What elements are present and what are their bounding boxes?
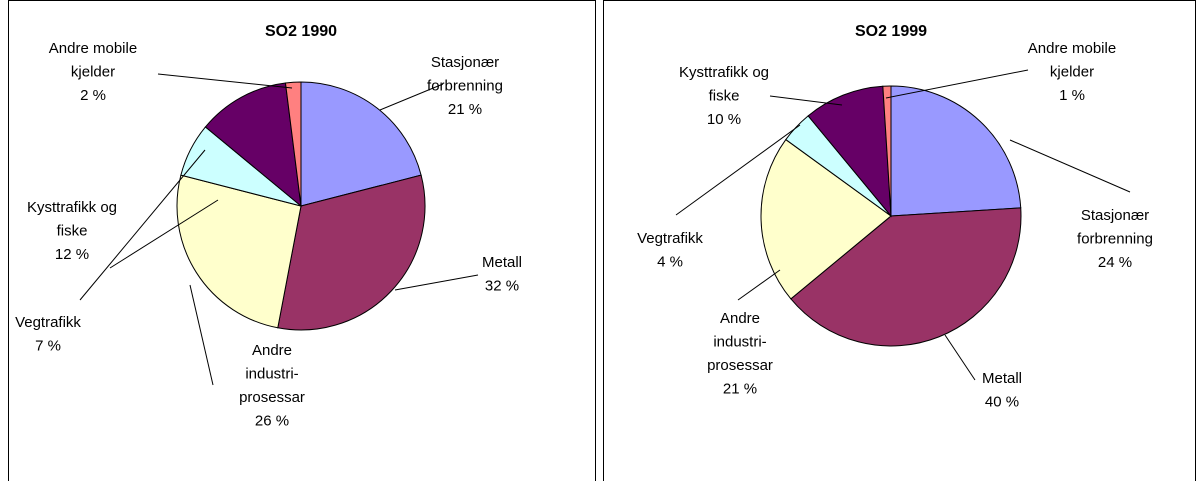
value-label: 7 % — [35, 338, 61, 355]
slice-label: Vegtrafikk — [637, 230, 703, 247]
value-label: 32 % — [485, 278, 519, 295]
value-label: 21 % — [723, 381, 757, 398]
value-label: 24 % — [1098, 254, 1132, 271]
pie-slice — [277, 174, 426, 331]
leader-line — [944, 334, 976, 381]
pie-slice — [176, 174, 302, 329]
slice-label: Andre mobile kjelder — [1028, 40, 1116, 81]
pie-slice — [890, 85, 1022, 217]
leader-line — [394, 274, 479, 291]
pie-slice — [284, 81, 302, 207]
pie-slice — [882, 85, 892, 217]
leader-line — [737, 269, 781, 301]
leader-line — [109, 199, 219, 269]
slice-label: Vegtrafikk — [15, 314, 81, 331]
leader-line — [1009, 139, 1131, 193]
slice-label: Metall — [482, 254, 522, 271]
value-label: 12 % — [55, 246, 89, 263]
leader-line — [885, 69, 1029, 99]
value-label: 26 % — [255, 413, 289, 430]
pie-slice — [760, 138, 892, 300]
slice-label: Andre industri-prosessar — [707, 310, 773, 374]
leader-line — [79, 149, 206, 301]
leader-line — [379, 83, 444, 111]
pie-slice — [807, 85, 892, 218]
slice-label: Stasjonær forbrenning — [1077, 207, 1153, 248]
slice-label: Kysttrafikk og fiske — [27, 199, 117, 240]
slice-label: Andre industri-prosessar — [239, 342, 305, 406]
leader-line — [189, 284, 214, 386]
leader-line — [769, 95, 843, 106]
value-label: 10 % — [707, 111, 741, 128]
value-label: 1 % — [1059, 87, 1085, 104]
leader-line — [157, 73, 293, 89]
slice-label: Andre mobile kjelder — [49, 40, 137, 81]
chart-title: SO2 1990 — [265, 23, 337, 40]
value-label: 4 % — [657, 254, 683, 271]
leader-line — [675, 124, 801, 216]
slice-label: Stasjonær forbrenning — [427, 54, 503, 95]
pie-slice — [204, 82, 302, 208]
pie-slice — [790, 207, 1022, 347]
value-label: 2 % — [80, 87, 106, 104]
value-label: 40 % — [985, 394, 1019, 411]
slice-label: Metall — [982, 370, 1022, 387]
chart-title: SO2 1999 — [855, 23, 927, 40]
pie-slice — [300, 81, 422, 207]
value-label: 21 % — [448, 101, 482, 118]
slice-label: Kysttrafikk og fiske — [679, 64, 769, 105]
